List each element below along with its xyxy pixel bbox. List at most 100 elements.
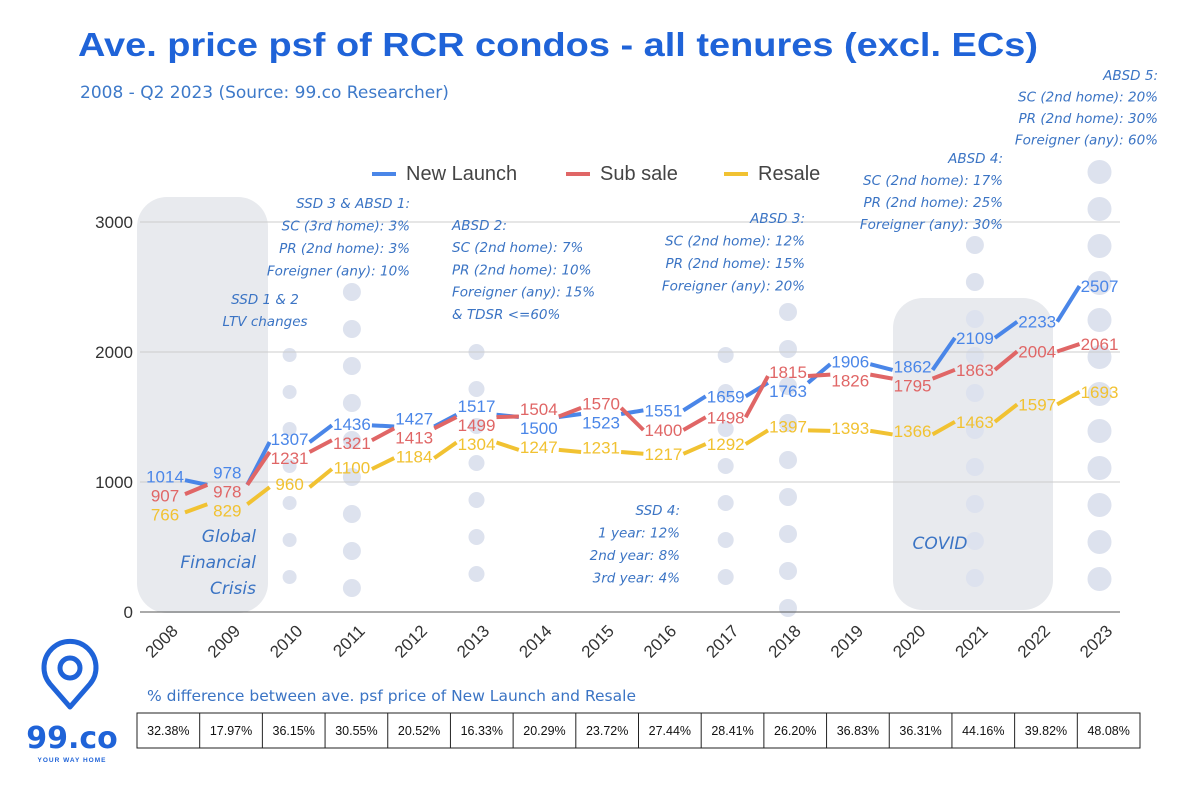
annotation-covid: COVID: [913, 534, 968, 554]
data-label: 1499: [458, 416, 496, 435]
annotation-absd5: SC (2nd home): 20%: [1018, 90, 1158, 106]
line-segment: [620, 449, 644, 456]
annotation-absd5: ABSD 5:: [1102, 68, 1158, 84]
policy-dot: [965, 569, 984, 587]
annotation-absd4: Foreigner (any): 30%: [860, 217, 1003, 233]
x-tick-label: 2013: [453, 621, 493, 661]
data-label: 1413: [395, 429, 433, 448]
policy-dot: [1087, 197, 1112, 221]
annotation-ssd12: LTV changes: [222, 314, 307, 330]
annotation-ssd4: SSD 4:: [636, 503, 680, 519]
data-label: 2233: [1018, 313, 1056, 332]
annotation-ssd12: SSD 1 & 2: [231, 292, 299, 308]
data-label: 1217: [644, 445, 682, 464]
line-segment: [930, 336, 957, 372]
data-label: 1292: [707, 435, 745, 454]
x-tick-label: 2018: [765, 621, 805, 661]
line-segment: [682, 415, 707, 432]
annotation-absd2: Foreigner (any): 15%: [452, 285, 595, 301]
annotation-gfc: Global: [202, 527, 257, 547]
policy-dot: [965, 273, 984, 291]
line-segment: [184, 502, 208, 515]
x-tick-label: 2017: [702, 621, 742, 661]
line-segment: [246, 485, 271, 506]
table-cell: 17.97%: [210, 724, 252, 738]
line-segment: [619, 406, 645, 432]
policy-dot: [717, 347, 734, 363]
legend-resale: Resale: [758, 163, 820, 185]
data-label: 1862: [894, 358, 932, 377]
line-segment: [682, 394, 707, 413]
line-segment: [993, 320, 1019, 340]
table-cell: 20.52%: [398, 724, 440, 738]
line-segment: [1056, 342, 1081, 354]
policy-dot: [965, 495, 984, 513]
annotation-absd3: Foreigner (any): 20%: [662, 279, 805, 295]
data-label: 1815: [769, 363, 807, 382]
policy-dot: [965, 236, 984, 254]
policy-dot: [468, 492, 485, 508]
policy-dot: [468, 381, 485, 397]
table-cell: 44.16%: [962, 724, 1004, 738]
policy-dot: [1087, 234, 1112, 258]
data-label: 1597: [1018, 395, 1056, 414]
x-tick-label: 2014: [515, 621, 555, 661]
y-tick-label: 1000: [95, 473, 133, 492]
data-label: 1397: [769, 417, 807, 436]
legend-new-launch: New Launch: [406, 163, 517, 185]
policy-dot: [1087, 345, 1112, 369]
policy-dot: [1087, 382, 1112, 406]
policy-dot: [1087, 160, 1112, 184]
annotation-ssd4: 1 year: 12%: [598, 526, 680, 542]
annotation-absd4: SC (2nd home): 17%: [863, 173, 1003, 189]
line-segment: [869, 428, 893, 437]
x-tick-label: 2011: [329, 621, 368, 660]
policy-dot: [779, 451, 797, 469]
annotation-ssd3: Foreigner (any): 10%: [267, 264, 410, 280]
policy-dot: [342, 394, 361, 412]
policy-dot: [468, 418, 485, 434]
policy-dot: [282, 459, 297, 473]
pct-diff-table: 32.38% 17.97% 36.15% 30.55% 20.52% 16.33% 20.2…: [136, 712, 1141, 749]
data-label: 1498: [707, 408, 745, 427]
data-label: 2109: [956, 329, 994, 348]
line-segment: [1056, 390, 1081, 407]
data-label: 1463: [956, 413, 994, 432]
data-label: 1400: [644, 421, 682, 440]
policy-dot: [717, 532, 734, 548]
policy-dot: [779, 377, 797, 395]
data-label: 1436: [333, 415, 371, 434]
line-segment: [807, 428, 831, 433]
annotation-gfc: Crisis: [210, 579, 256, 599]
line-segment: [308, 467, 334, 489]
table-cell: 36.83%: [837, 724, 879, 738]
data-label: 1517: [458, 397, 496, 416]
x-tick-label: 2022: [1014, 621, 1054, 661]
x-tick-label: 2016: [640, 621, 680, 661]
data-label: 1247: [520, 438, 558, 457]
x-tick-label: 2012: [391, 621, 431, 661]
y-tick-label: 3000: [95, 213, 133, 232]
covid-shade: [893, 298, 1053, 610]
data-label: 1826: [831, 371, 869, 390]
policy-dot: [779, 525, 797, 543]
policy-dot: [717, 384, 734, 400]
data-label: 1100: [334, 459, 371, 478]
policy-dot: [1087, 456, 1112, 480]
annotation-ssd3: SC (3rd home): 3%: [282, 219, 410, 235]
data-label: 1795: [894, 377, 932, 396]
annotation-absd2: & TDSR <=60%: [452, 307, 560, 323]
line-segment: [993, 402, 1019, 424]
policy-dot: [717, 495, 734, 511]
table-cell: 23.72%: [586, 724, 628, 738]
policy-dot: [1087, 308, 1112, 332]
table-cell: 32.38%: [147, 724, 189, 738]
policy-dot: [965, 310, 984, 328]
x-tick-label: 2021: [952, 621, 992, 661]
gfc-shade: [137, 197, 268, 613]
chart-subtitle: 2008 - Q2 2023 (Source: 99.co Researcher…: [80, 83, 449, 103]
policy-dot: [779, 562, 797, 580]
line-segment: [558, 406, 582, 419]
line-segment: [433, 440, 458, 460]
data-label: 2004: [1018, 342, 1056, 361]
